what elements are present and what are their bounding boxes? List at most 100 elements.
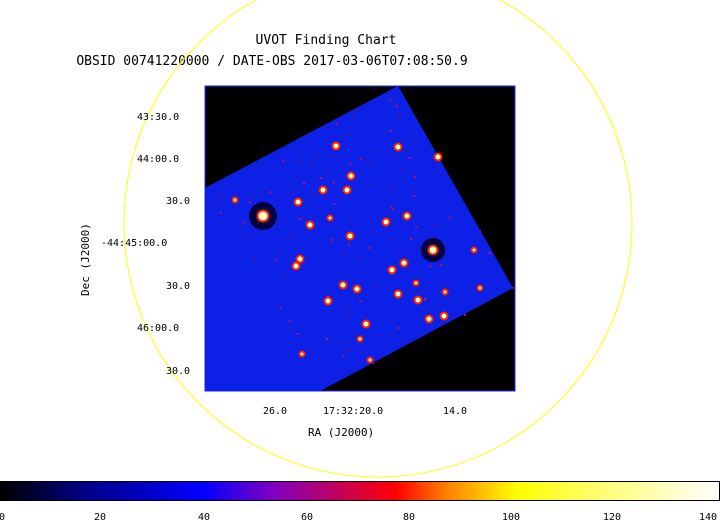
noise-speckle bbox=[327, 295, 329, 298]
star-core bbox=[395, 144, 401, 150]
star-core bbox=[426, 316, 432, 322]
noise-speckle bbox=[327, 342, 330, 345]
noise-speckle bbox=[432, 236, 435, 239]
noise-speckle bbox=[372, 362, 375, 365]
colorbar-tick: 40 bbox=[197, 512, 211, 523]
colorbar-tick: 60 bbox=[300, 512, 314, 523]
star-core bbox=[389, 267, 395, 273]
noise-speckle bbox=[296, 333, 299, 335]
noise-speckle bbox=[357, 257, 359, 259]
noise-speckle bbox=[328, 172, 331, 175]
x-tick-2: 17:32:20.0 bbox=[323, 406, 384, 417]
noise-speckle bbox=[255, 233, 258, 236]
noise-speckle bbox=[305, 195, 308, 197]
star-core bbox=[395, 291, 401, 297]
noise-speckle bbox=[359, 157, 362, 160]
noise-speckle bbox=[238, 231, 241, 234]
noise-speckle bbox=[413, 171, 416, 174]
noise-speckle bbox=[387, 186, 390, 188]
colorbar-tick: 80 bbox=[402, 512, 416, 523]
star-core bbox=[233, 198, 237, 202]
star-core bbox=[383, 219, 389, 225]
star-core bbox=[328, 216, 332, 220]
noise-speckle bbox=[219, 211, 222, 214]
star-core bbox=[414, 281, 418, 285]
noise-speckle bbox=[424, 298, 427, 301]
y-tick-3: 30.0 bbox=[166, 196, 191, 207]
noise-speckle bbox=[377, 259, 380, 261]
noise-speckle bbox=[377, 285, 379, 287]
noise-speckle bbox=[344, 311, 347, 314]
noise-speckle bbox=[344, 307, 347, 310]
noise-speckle bbox=[400, 113, 403, 116]
noise-speckle bbox=[280, 221, 283, 224]
noise-speckle bbox=[284, 237, 287, 240]
noise-speckle bbox=[341, 166, 344, 169]
noise-speckle bbox=[440, 263, 443, 266]
star-core bbox=[347, 233, 353, 239]
noise-speckle bbox=[349, 162, 352, 165]
star-core bbox=[441, 313, 447, 319]
noise-speckle bbox=[401, 339, 404, 341]
y-axis-label: Dec (J2000) bbox=[79, 223, 92, 296]
noise-speckle bbox=[482, 259, 485, 262]
noise-speckle bbox=[302, 182, 305, 184]
star-core bbox=[368, 358, 372, 362]
star-core bbox=[348, 173, 354, 179]
noise-speckle bbox=[411, 300, 414, 303]
noise-speckle bbox=[347, 243, 350, 246]
star-core bbox=[307, 222, 313, 228]
noise-speckle bbox=[350, 220, 353, 223]
noise-speckle bbox=[415, 225, 418, 228]
noise-speckle bbox=[251, 195, 254, 198]
noise-speckle bbox=[398, 112, 401, 115]
noise-speckle bbox=[232, 193, 235, 196]
star-core bbox=[478, 286, 482, 290]
star-core bbox=[297, 256, 303, 262]
noise-speckle bbox=[395, 105, 398, 108]
noise-speckle bbox=[284, 273, 287, 276]
noise-speckle bbox=[366, 158, 369, 161]
noise-speckle bbox=[395, 250, 398, 253]
noise-speckle bbox=[248, 201, 251, 204]
noise-speckle bbox=[221, 198, 223, 201]
noise-speckle bbox=[250, 236, 253, 239]
noise-speckle bbox=[447, 286, 450, 289]
noise-speckle bbox=[319, 177, 322, 180]
y-tick-4: -44:45:00.0 bbox=[101, 238, 168, 249]
noise-speckle bbox=[369, 161, 372, 164]
noise-speckle bbox=[215, 204, 218, 207]
noise-speckle bbox=[345, 316, 348, 319]
noise-speckle bbox=[291, 234, 294, 237]
noise-speckle bbox=[330, 238, 333, 241]
x-tick-3: 14.0 bbox=[443, 406, 468, 417]
star-core bbox=[443, 290, 447, 294]
noise-speckle bbox=[368, 246, 371, 249]
noise-speckle bbox=[429, 265, 432, 268]
noise-speckle bbox=[279, 306, 282, 309]
noise-speckle bbox=[269, 191, 272, 194]
noise-speckle bbox=[403, 255, 406, 258]
y-tick-1: 43:30.0 bbox=[137, 112, 180, 123]
noise-speckle bbox=[329, 241, 332, 244]
noise-speckle bbox=[475, 265, 478, 268]
noise-speckle bbox=[391, 220, 394, 223]
noise-speckle bbox=[358, 213, 361, 216]
noise-speckle bbox=[391, 208, 394, 211]
x-axis-label: RA (J2000) bbox=[308, 426, 375, 439]
noise-speckle bbox=[409, 235, 412, 238]
noise-speckle bbox=[288, 319, 291, 322]
star-core bbox=[333, 143, 339, 149]
colorbar-tick: 100 bbox=[501, 512, 521, 523]
noise-speckle bbox=[341, 341, 343, 344]
stars bbox=[215, 99, 514, 365]
star-core bbox=[401, 260, 407, 266]
noise-speckle bbox=[368, 182, 371, 184]
star-core bbox=[435, 154, 441, 160]
noise-speckle bbox=[408, 157, 411, 159]
star-core bbox=[415, 297, 421, 303]
noise-speckle bbox=[245, 185, 248, 188]
noise-speckle bbox=[397, 327, 399, 329]
noise-speckle bbox=[352, 114, 354, 117]
noise-speckle bbox=[387, 211, 390, 214]
